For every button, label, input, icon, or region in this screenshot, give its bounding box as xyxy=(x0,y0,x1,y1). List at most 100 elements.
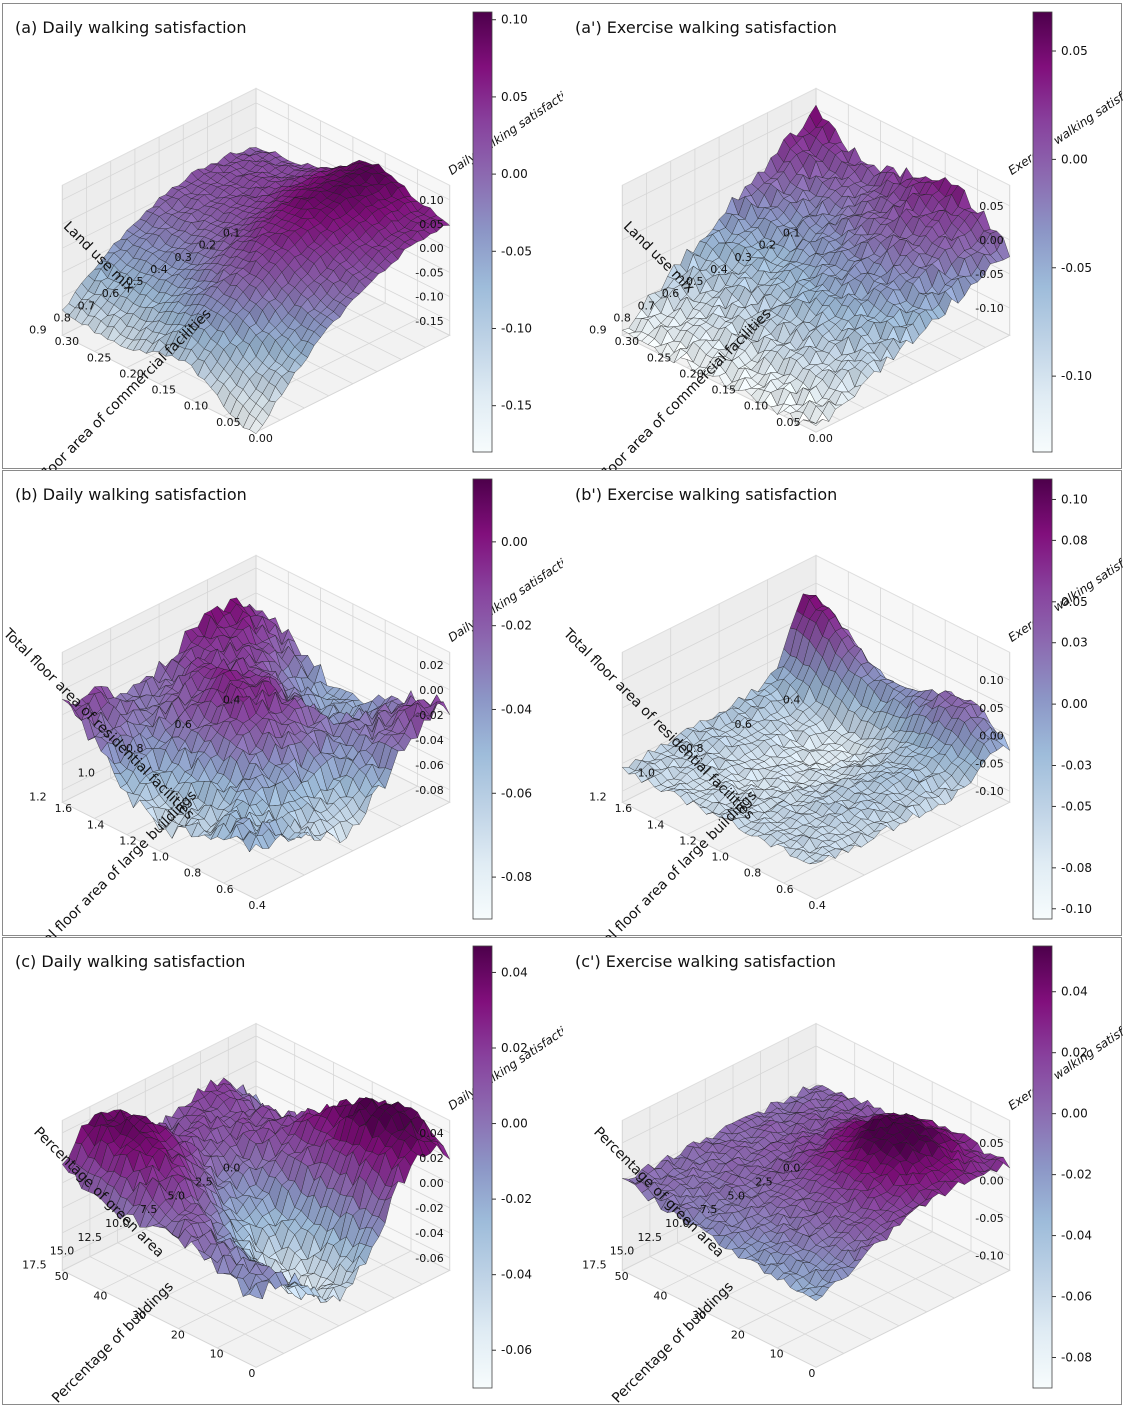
ytick-label: 1.0 xyxy=(712,851,730,864)
surface-facet xyxy=(809,419,823,426)
ztick-label: 0.05 xyxy=(979,200,1004,213)
xtick-label: 0.5 xyxy=(686,275,704,288)
z-axis-label: Exercise walking satisfaction xyxy=(1006,536,1123,644)
xtick-label: 0.6 xyxy=(174,718,192,731)
colorbar-tick-label: 0.03 xyxy=(1061,636,1088,650)
ytick-label: 0.4 xyxy=(248,899,266,912)
ytick-label: 0.8 xyxy=(744,867,762,880)
colorbar-tick-label: -0.08 xyxy=(501,870,532,884)
ytick-label: 30 xyxy=(132,1309,146,1322)
colorbar xyxy=(472,945,493,1389)
ytick-label: 0.30 xyxy=(615,335,640,348)
ztick-label: 0.02 xyxy=(419,659,444,672)
xtick-label: 0.7 xyxy=(78,299,96,312)
ytick-label: 0.25 xyxy=(87,351,112,364)
chart-c: 0.02.55.07.510.012.515.017.5010203040500… xyxy=(22,945,563,1406)
colorbar-tick-label: -0.06 xyxy=(501,1343,532,1357)
ytick-label: 0.6 xyxy=(216,883,234,896)
colorbar-tick-label: -0.05 xyxy=(1061,261,1092,275)
surface xyxy=(62,147,450,434)
xtick-label: 1.2 xyxy=(589,790,607,803)
colorbar-tick-label: 0.10 xyxy=(1061,492,1088,506)
xtick-label: 15.0 xyxy=(50,1245,75,1258)
panel-title-b: (b) Daily walking satisfaction xyxy=(15,485,247,504)
xtick-label: 0.2 xyxy=(759,239,777,252)
panel-title-a: (a) Daily walking satisfaction xyxy=(15,18,247,37)
panel-c: 0.0 2.5 5.0 7.5 10.0 12.5 15.0 17.5 0 10 20 30 40 50 0… xyxy=(3,938,563,1406)
ytick-label: 0.25 xyxy=(647,351,672,364)
xtick-label: 0.6 xyxy=(734,718,752,731)
ztick-label: -0.10 xyxy=(415,291,443,304)
colorbar-ticks: 0.040.020.00-0.02-0.04-0.06 xyxy=(492,965,532,1357)
z-axis-label: Daily walking satisfaction xyxy=(446,1016,563,1113)
chart-b2: 0.40.60.81.01.20.40.60.81.01.21.41.60.10… xyxy=(563,478,1123,937)
panel-title-a2: (a') Exercise walking satisfaction xyxy=(575,18,837,37)
xtick-label: 17.5 xyxy=(22,1259,47,1272)
xtick-label: 0.1 xyxy=(783,227,801,240)
colorbar-tick-label: -0.06 xyxy=(501,786,532,800)
xtick-label: 0.8 xyxy=(613,311,631,324)
surface xyxy=(62,597,450,853)
ztick-label: -0.02 xyxy=(415,709,443,722)
xtick-label: 0.4 xyxy=(710,263,728,276)
xtick-label: 0.4 xyxy=(223,694,241,707)
tick-labels: 0.10.20.30.40.50.60.70.80.90.000.050.100… xyxy=(589,200,1004,445)
colorbar-tick-label: 0.08 xyxy=(1061,533,1088,547)
xtick-label: 0.7 xyxy=(638,299,656,312)
ytick-label: 0.8 xyxy=(184,867,202,880)
tick-labels: 0.40.60.81.01.20.40.60.81.01.21.41.60.02… xyxy=(29,659,444,912)
xtick-label: 0.3 xyxy=(734,251,752,264)
xtick-label: 0.8 xyxy=(53,311,71,324)
xtick-label: 0.6 xyxy=(102,287,120,300)
ytick-label: 1.2 xyxy=(119,834,137,847)
colorbar-tick-label: 0.02 xyxy=(501,1041,528,1055)
tick-labels: 0.10.20.30.40.50.60.70.80.90.000.050.100… xyxy=(29,194,444,445)
row-a: 0.1 0.2 0.3 0.4 0.5 0.6 0.7 0.8 0.9 0.00 0.05 0.10 0… xyxy=(2,3,1123,470)
ytick-label: 0.00 xyxy=(248,432,273,445)
xtick-label: 0.9 xyxy=(29,323,47,336)
ztick-label: 0.05 xyxy=(979,702,1004,715)
colorbar-tick-label: 0.00 xyxy=(1061,152,1088,166)
xtick-label: 12.5 xyxy=(77,1231,102,1244)
colorbar-tick-label: 0.04 xyxy=(501,965,528,979)
xtick-label: 0.2 xyxy=(199,239,217,252)
xtick-label: 5.0 xyxy=(168,1189,186,1202)
surface-facet xyxy=(249,418,263,434)
colorbar-ticks: 0.100.080.050.030.00-0.03-0.05-0.08-0.10 xyxy=(1052,492,1092,916)
ytick-label: 0.05 xyxy=(216,416,241,429)
xtick-label: 1.0 xyxy=(78,766,96,779)
ytick-label: 0.10 xyxy=(184,400,209,413)
ztick-label: -0.05 xyxy=(975,268,1003,281)
xtick-label: 0.1 xyxy=(223,227,241,240)
panel-a2: 0.1 0.2 0.3 0.4 0.5 0.6 0.7 0.8 0.9 0.00 0.05 0.10 0… xyxy=(563,4,1123,470)
y-axis-label: Percentage of buildings xyxy=(49,1279,177,1406)
colorbar xyxy=(472,11,493,453)
ztick-label: 0.05 xyxy=(419,218,444,231)
ytick-label: 0.05 xyxy=(776,416,801,429)
ytick-label: 1.4 xyxy=(647,818,665,831)
ytick-label: 0.15 xyxy=(152,384,177,397)
ztick-label: -0.05 xyxy=(975,757,1003,770)
xtick-label: 0.3 xyxy=(174,251,192,264)
colorbar-tick-label: 0.10 xyxy=(501,13,528,27)
ztick-label: 0.00 xyxy=(419,1177,444,1190)
ytick-label: 1.2 xyxy=(679,834,697,847)
ztick-label: -0.06 xyxy=(415,759,443,772)
ztick-label: -0.15 xyxy=(415,315,443,328)
ytick-label: 10 xyxy=(210,1348,224,1361)
colorbar-tick-label: 0.00 xyxy=(501,1117,528,1131)
row-b: 0.4 0.6 0.8 1.0 1.2 0.4 0.6 0.8 1.0 1.2 1.4 1.6 0.02… xyxy=(2,470,1123,937)
ztick-label: -0.08 xyxy=(415,784,443,797)
colorbar-tick-label: -0.05 xyxy=(501,244,532,258)
ytick-label: 1.4 xyxy=(87,818,105,831)
colorbar-tick-label: -0.10 xyxy=(1061,369,1092,383)
ztick-label: -0.06 xyxy=(415,1252,443,1265)
ytick-label: 1.6 xyxy=(55,802,73,815)
colorbar-ticks: 0.050.00-0.05-0.10 xyxy=(1052,44,1092,383)
colorbar xyxy=(472,478,493,920)
ztick-label: 0.00 xyxy=(419,684,444,697)
xtick-label: 0.4 xyxy=(783,694,801,707)
tick-labels: 0.02.55.07.510.012.515.017.5010203040500… xyxy=(22,1127,444,1380)
surface xyxy=(622,1085,1010,1301)
